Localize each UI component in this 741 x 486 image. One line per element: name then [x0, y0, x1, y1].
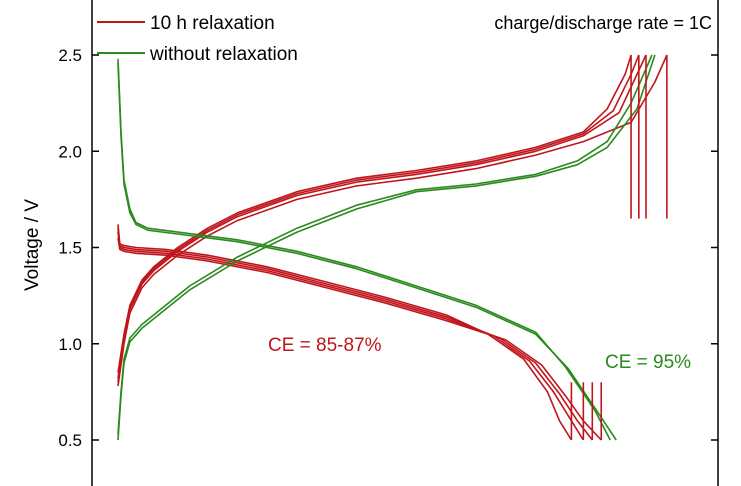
legend-label-no-relaxation: without relaxation: [149, 44, 298, 65]
relaxation-charge-curve: [117, 54, 647, 383]
rate-note: charge/discharge rate = 1C: [494, 13, 712, 33]
legend: 10 h relaxation without relaxation: [97, 13, 298, 65]
relaxation-charge-curve: [117, 54, 668, 387]
relaxation-discharge-curve: [117, 237, 602, 441]
plot-frame: [91, 0, 719, 486]
ce-annotation-relaxation: CE = 85-87%: [268, 335, 382, 356]
y-tick-label: 1.0: [58, 335, 82, 354]
cutoff-lines: [570, 55, 668, 440]
ce-annotation-no-relaxation: CE = 95%: [605, 352, 691, 373]
relaxation-charge-curve: [117, 54, 640, 379]
y-tick-label: 1.5: [58, 239, 82, 258]
relaxation-discharge-curve: [117, 228, 584, 441]
no-relaxation-discharge-curve: [117, 62, 617, 441]
series-group: [117, 54, 668, 441]
y-ticks: 0.5 1.0 1.5 2.0 2.5: [58, 46, 718, 450]
y-tick-label: 0.5: [58, 431, 82, 450]
no-relaxation-charge-curve: [117, 54, 653, 435]
no-relaxation-discharge-curve: [117, 58, 611, 441]
relaxation-charge-curve: [117, 54, 632, 373]
relaxation-discharge-curve: [117, 224, 573, 441]
y-axis-label: Voltage / V: [22, 199, 43, 291]
legend-label-relaxation: 10 h relaxation: [150, 13, 275, 34]
y-tick-label: 2.5: [58, 46, 82, 65]
no-relaxation-charge-curve: [117, 54, 656, 441]
relaxation-discharge-curve: [117, 232, 593, 441]
y-tick-label: 2.0: [58, 142, 82, 161]
